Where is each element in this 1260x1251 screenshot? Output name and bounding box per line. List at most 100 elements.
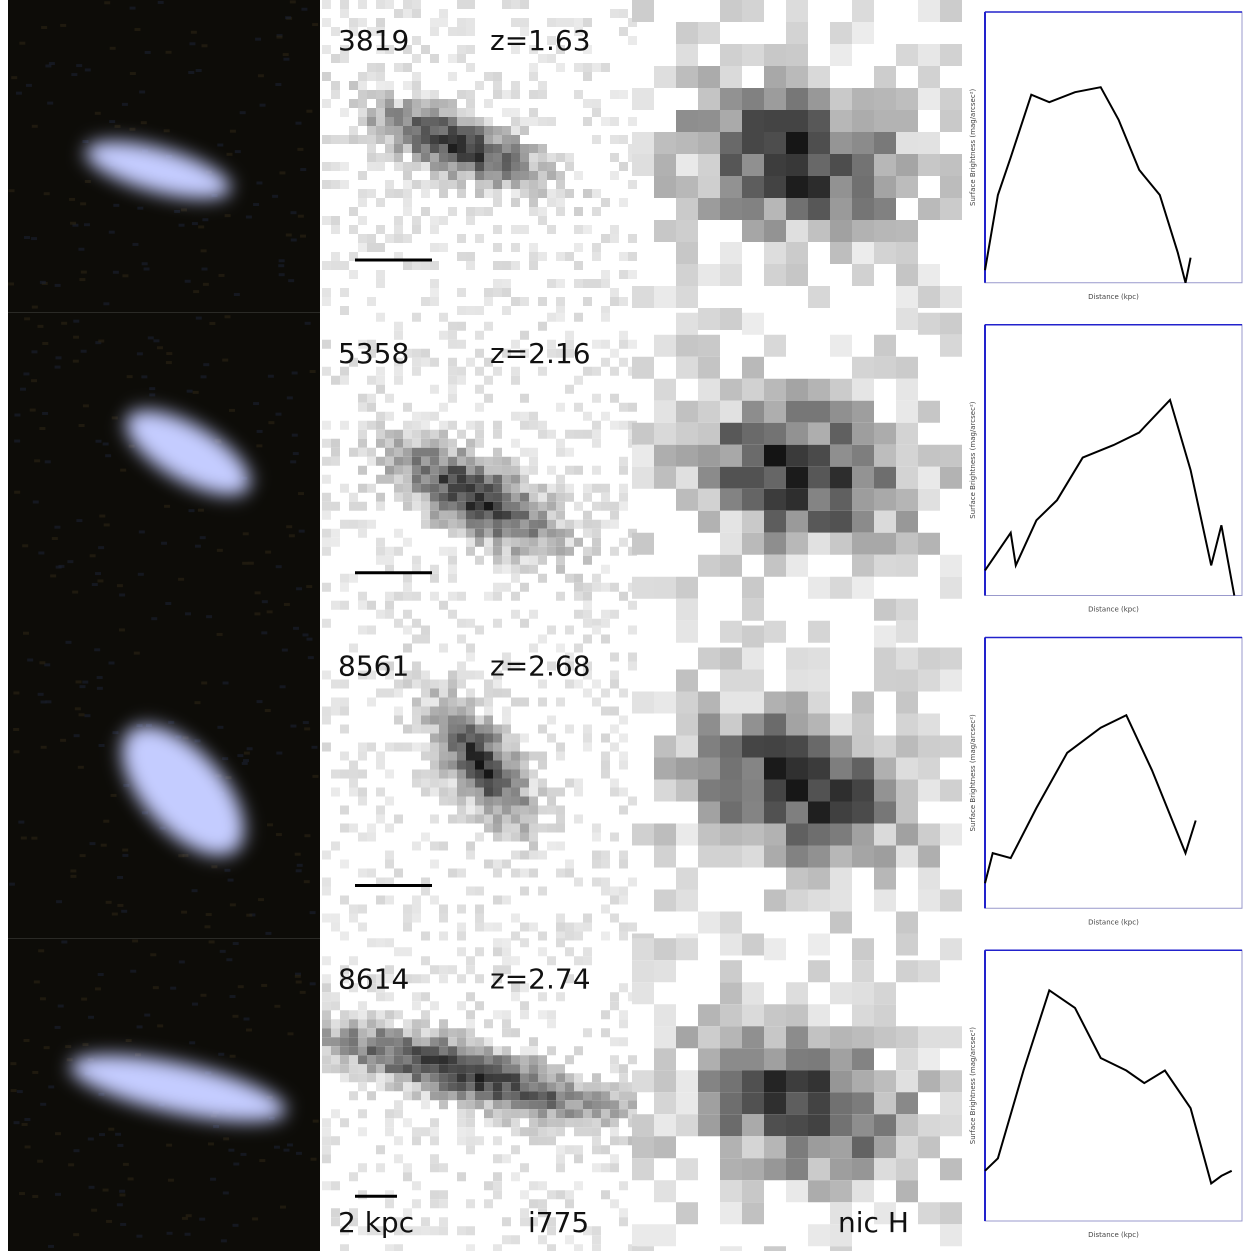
noise xyxy=(79,685,85,688)
pixel xyxy=(421,297,430,306)
pixel xyxy=(322,1028,331,1037)
pixel xyxy=(529,779,538,788)
noise xyxy=(248,562,254,565)
noise xyxy=(56,566,62,569)
pixel xyxy=(619,887,628,896)
pixel xyxy=(322,887,331,896)
pixel xyxy=(940,1092,962,1114)
pixel xyxy=(376,421,385,430)
pixel xyxy=(676,1114,698,1136)
pixel xyxy=(466,689,475,698)
pixel xyxy=(547,806,556,815)
pixel xyxy=(511,126,520,135)
noise xyxy=(196,317,202,320)
pixel xyxy=(676,132,698,154)
pixel xyxy=(385,1118,394,1127)
pixel xyxy=(457,797,466,806)
pixel xyxy=(592,340,601,349)
pixel xyxy=(403,743,412,752)
pixel xyxy=(574,520,583,529)
pixel xyxy=(475,430,484,439)
pixel xyxy=(874,982,896,1004)
pixel xyxy=(529,1136,538,1145)
pixel xyxy=(619,538,628,547)
y-axis-label: Surface Brightness (mag/arcsec²) xyxy=(969,714,977,832)
pixel xyxy=(896,1158,918,1180)
pixel xyxy=(764,1246,786,1251)
pixel xyxy=(547,734,556,743)
pixel xyxy=(403,914,412,923)
pixel xyxy=(896,1070,918,1092)
pixel xyxy=(720,758,742,780)
pixel xyxy=(466,725,475,734)
pixel xyxy=(493,815,502,824)
pixel xyxy=(511,90,520,99)
pixel xyxy=(385,770,394,779)
pixel xyxy=(484,322,493,331)
pixel xyxy=(676,335,698,357)
pixel xyxy=(896,176,918,198)
noise xyxy=(229,409,235,412)
noise xyxy=(137,1025,143,1028)
pixel xyxy=(403,475,412,484)
pixel xyxy=(367,1046,376,1055)
pixel xyxy=(610,1091,619,1100)
noise xyxy=(22,1123,28,1126)
pixel xyxy=(520,0,529,9)
object-id: 8614 xyxy=(338,962,409,995)
pixel xyxy=(376,108,385,117)
pixel xyxy=(439,216,448,225)
scale-label: 2 kpc xyxy=(338,1206,414,1239)
pixel xyxy=(475,923,484,932)
pixel xyxy=(808,445,830,467)
pixel xyxy=(448,671,457,680)
pixel xyxy=(786,846,808,868)
pixel xyxy=(502,1019,511,1028)
pixel xyxy=(520,1091,529,1100)
pixel xyxy=(367,90,376,99)
pixel xyxy=(529,1055,538,1064)
noise xyxy=(134,652,140,655)
pixel xyxy=(367,1091,376,1100)
pixel xyxy=(592,484,601,493)
pixel xyxy=(520,770,529,779)
pixel xyxy=(574,1118,583,1127)
pixel xyxy=(610,297,619,306)
pixel xyxy=(349,1055,358,1064)
pixel xyxy=(376,538,385,547)
pixel xyxy=(340,9,349,18)
pixel xyxy=(720,110,742,132)
pixel xyxy=(331,538,340,547)
pixel xyxy=(484,716,493,725)
pixel xyxy=(385,126,394,135)
pixel xyxy=(439,1100,448,1109)
pixel xyxy=(742,758,764,780)
pixel xyxy=(457,619,466,628)
pixel xyxy=(808,1070,830,1092)
pixel xyxy=(786,401,808,423)
noise xyxy=(144,1014,150,1017)
pixel xyxy=(412,0,421,9)
plot-frame xyxy=(985,950,1242,1221)
pixel xyxy=(529,538,538,547)
pixel xyxy=(502,180,511,189)
pixel xyxy=(502,1010,511,1019)
pixel xyxy=(412,126,421,135)
pixel xyxy=(421,412,430,421)
pixel xyxy=(376,198,385,207)
pixel xyxy=(632,132,654,154)
pixel xyxy=(502,1064,511,1073)
pixel xyxy=(376,0,385,9)
pixel xyxy=(698,846,720,868)
pixel xyxy=(448,331,457,340)
noise xyxy=(23,632,29,635)
noise xyxy=(37,325,43,328)
pixel xyxy=(520,565,529,574)
pixel xyxy=(520,583,529,592)
noise xyxy=(47,102,53,105)
pixel xyxy=(619,1136,628,1145)
pixel xyxy=(412,466,421,475)
pixel xyxy=(331,135,340,144)
pixel xyxy=(547,529,556,538)
pixel xyxy=(493,1091,502,1100)
